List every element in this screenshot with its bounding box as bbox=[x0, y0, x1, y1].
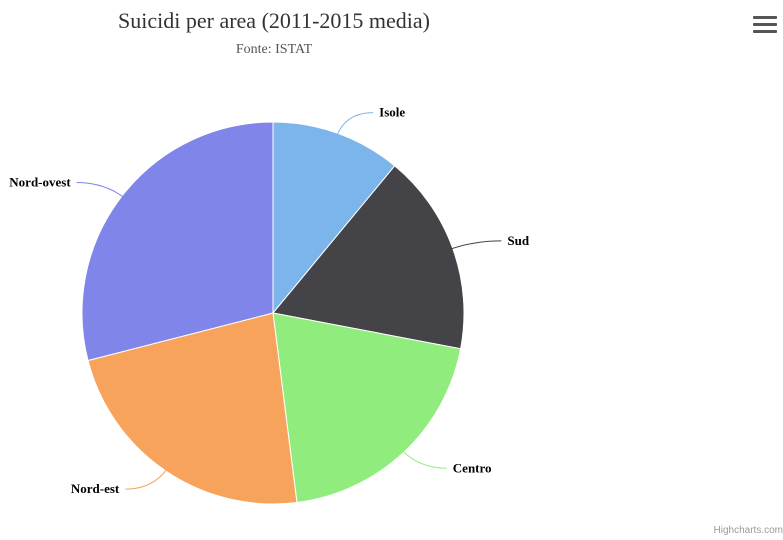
credits-link[interactable]: Highcharts.com bbox=[713, 525, 783, 536]
menu-bar bbox=[753, 30, 777, 33]
data-label-isole: Isole bbox=[379, 105, 405, 120]
connector-line-nord-ovest bbox=[76, 181, 126, 199]
data-label-sud: Sud bbox=[507, 233, 529, 248]
connector-line-centro bbox=[400, 448, 447, 469]
menu-bar bbox=[753, 23, 777, 26]
connector-line-nord-est bbox=[125, 467, 169, 490]
menu-bar bbox=[753, 16, 777, 19]
data-label-centro: Centro bbox=[453, 460, 492, 475]
connector-line-sud bbox=[448, 240, 502, 251]
chart-title: Suicidi per area (2011-2015 media) bbox=[118, 8, 430, 33]
chart-subtitle: Fonte: ISTAT bbox=[235, 42, 313, 57]
data-label-nord-ovest: Nord-ovest bbox=[9, 174, 71, 189]
hamburger-menu-icon[interactable] bbox=[753, 16, 777, 36]
connector-line-isole bbox=[335, 112, 374, 138]
data-label-nord-est: Nord-est bbox=[71, 481, 120, 496]
